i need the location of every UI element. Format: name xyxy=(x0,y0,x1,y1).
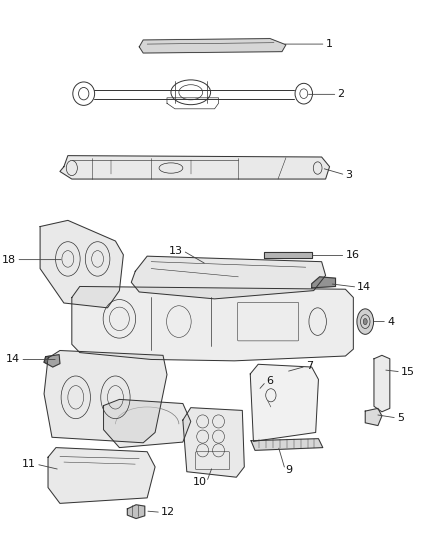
Text: 9: 9 xyxy=(285,465,292,475)
Polygon shape xyxy=(48,448,155,503)
Text: 14: 14 xyxy=(6,354,20,365)
Text: 13: 13 xyxy=(169,246,183,256)
Text: 11: 11 xyxy=(22,459,36,469)
Polygon shape xyxy=(183,408,244,477)
Polygon shape xyxy=(60,156,329,179)
Polygon shape xyxy=(72,286,353,361)
Text: 7: 7 xyxy=(306,361,313,372)
Polygon shape xyxy=(251,439,323,450)
Polygon shape xyxy=(312,277,336,288)
Text: 3: 3 xyxy=(346,170,353,180)
Text: 12: 12 xyxy=(161,507,175,518)
Text: 18: 18 xyxy=(2,255,16,264)
Polygon shape xyxy=(374,356,390,412)
Ellipse shape xyxy=(363,319,367,325)
Ellipse shape xyxy=(357,309,374,334)
Text: 14: 14 xyxy=(357,282,371,292)
Polygon shape xyxy=(139,38,286,53)
Text: 15: 15 xyxy=(401,367,415,377)
Text: 5: 5 xyxy=(397,413,404,423)
Text: 6: 6 xyxy=(266,376,273,386)
Polygon shape xyxy=(40,220,124,308)
Polygon shape xyxy=(365,408,382,425)
Polygon shape xyxy=(44,351,167,443)
Text: 2: 2 xyxy=(338,90,345,99)
Polygon shape xyxy=(127,505,145,519)
Text: 16: 16 xyxy=(346,251,360,261)
Polygon shape xyxy=(250,364,318,441)
Polygon shape xyxy=(103,399,191,448)
Text: 10: 10 xyxy=(193,477,207,487)
Polygon shape xyxy=(131,256,325,299)
Text: 1: 1 xyxy=(325,39,332,49)
Polygon shape xyxy=(264,252,312,257)
Polygon shape xyxy=(44,354,60,367)
Text: 4: 4 xyxy=(387,317,394,327)
